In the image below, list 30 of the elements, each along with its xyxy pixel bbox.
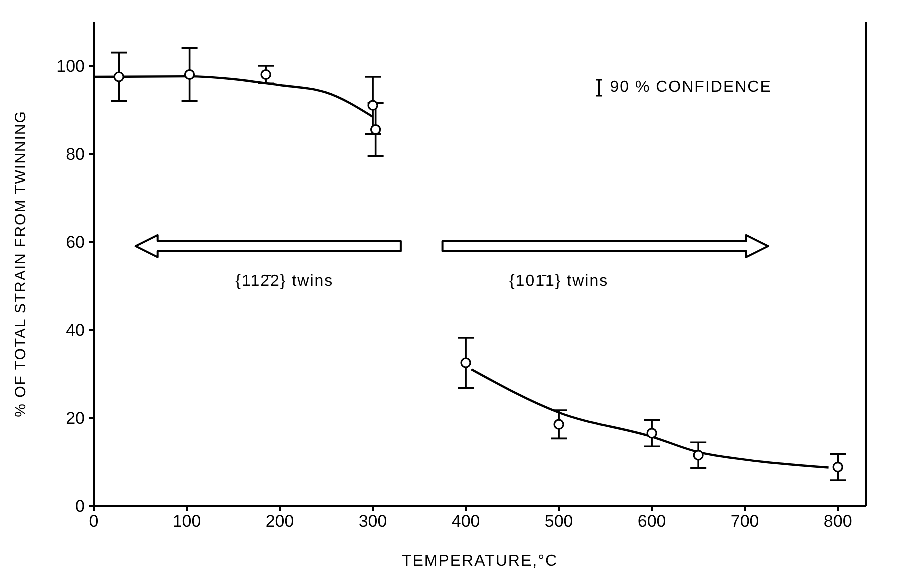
y-tick-label: 0: [76, 497, 85, 516]
x-tick-label: 200: [266, 512, 294, 532]
point: [646, 428, 658, 439]
annotation: {101̄1} twins: [509, 272, 609, 290]
point: [184, 70, 196, 80]
line-series: [470, 368, 830, 469]
x-tick-label: 0: [89, 512, 99, 532]
y-tick-label: 80: [66, 145, 85, 164]
point: [832, 462, 844, 473]
point: [260, 70, 272, 80]
x-tick-label: 400: [452, 512, 480, 532]
point: [114, 72, 124, 82]
x-tick-label: 100: [172, 512, 202, 532]
point: [460, 358, 472, 368]
y-tick-label: 60: [66, 233, 85, 252]
x-tick-label: 800: [824, 512, 852, 532]
annotation: 90 % CONFIDENCE: [610, 79, 772, 96]
y-tick-label: 20: [66, 409, 85, 428]
x-tick-label: 600: [638, 512, 666, 532]
y-axis-title: % OF TOTAL STRAIN FROM TWINNING: [12, 110, 30, 418]
x-tick-label: 300: [358, 512, 388, 532]
point: [368, 100, 378, 111]
x-tick-label: 700: [730, 512, 760, 532]
x-tick-label: 500: [544, 512, 574, 532]
point: [554, 419, 564, 430]
point: [693, 450, 704, 461]
y-tick-label: 40: [66, 321, 85, 340]
annotation: {112̄2} twins: [236, 272, 334, 290]
y-tick-label: 100: [56, 57, 85, 76]
x-axis-title: TEMPERATURE,°C: [402, 553, 558, 570]
